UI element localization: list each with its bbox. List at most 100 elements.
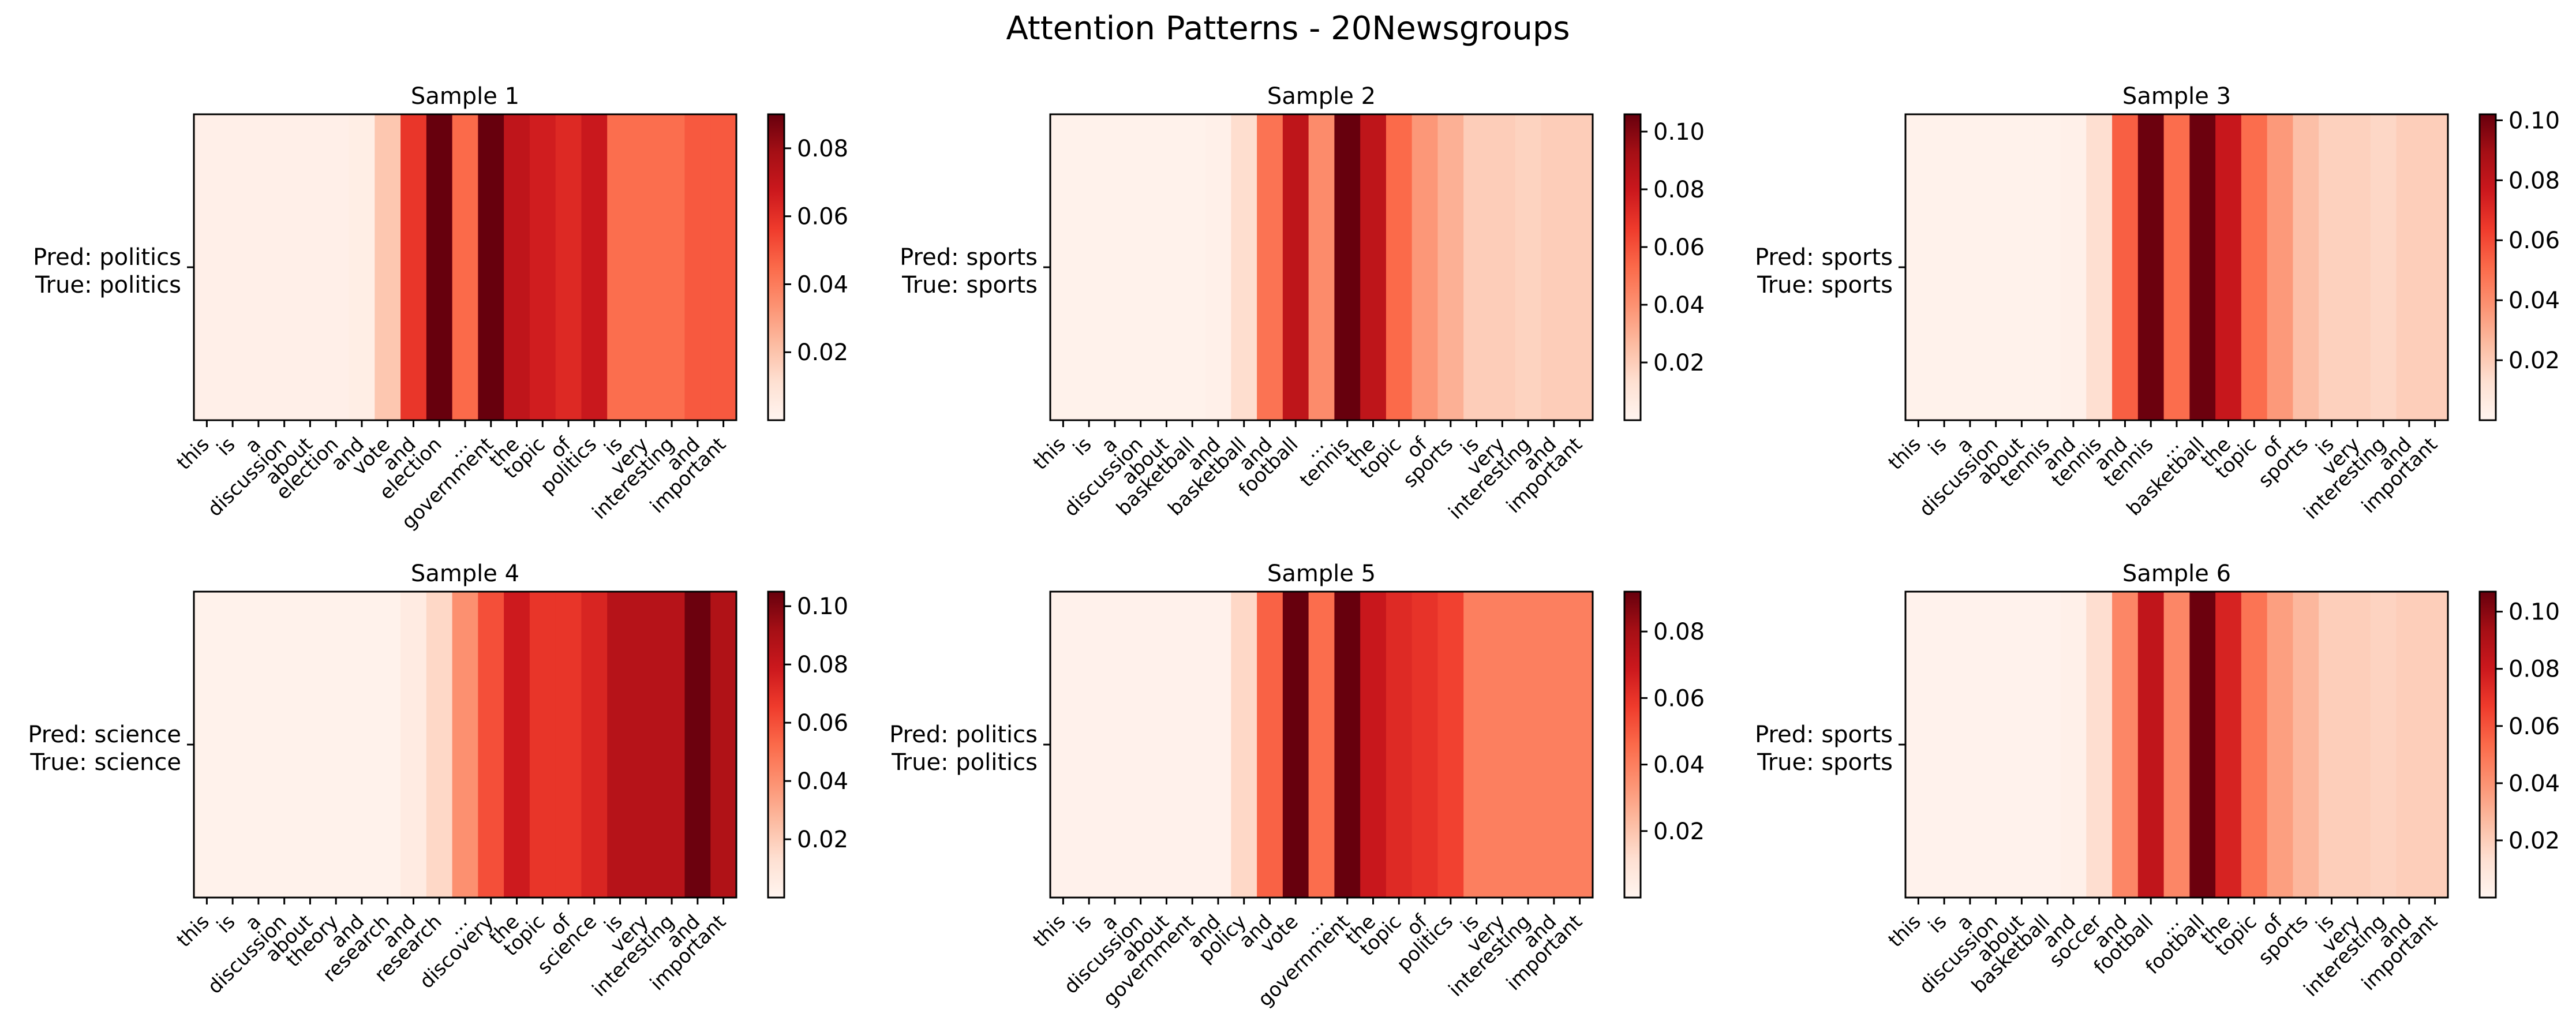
heatmap-cell xyxy=(658,592,686,898)
colorbar-tick-label: 0.02 xyxy=(1653,818,1705,845)
heatmap-cell xyxy=(271,592,298,898)
heatmap-cell xyxy=(607,114,634,420)
heatmap-cell xyxy=(1205,114,1231,420)
heatmap-cell xyxy=(2422,114,2448,420)
heatmap-cell xyxy=(2267,592,2294,898)
heatmap-cell xyxy=(1128,592,1154,898)
heatmap-cell xyxy=(2241,114,2268,420)
heatmap-cell xyxy=(1931,592,1958,898)
heatmap-cell xyxy=(555,114,582,420)
heatmap-cell xyxy=(2009,114,2035,420)
heatmap-cell xyxy=(1360,114,1387,420)
heatmap-cell xyxy=(323,114,350,420)
colorbar-tick-label: 0.08 xyxy=(1653,619,1705,645)
heatmap-cell xyxy=(710,114,737,420)
colorbar-tick-label: 0.04 xyxy=(2508,287,2560,314)
colorbar xyxy=(2478,590,2497,899)
y-tick-label: Pred: science xyxy=(28,722,181,748)
colorbar-tick-label: 0.06 xyxy=(1653,685,1705,712)
heatmap-cell xyxy=(1411,114,1439,420)
heatmap-cell xyxy=(1334,592,1361,898)
heatmap-cell xyxy=(1257,114,1283,420)
heatmap-cell xyxy=(452,592,478,898)
heatmap-cell xyxy=(1957,592,1983,898)
heatmap-cell xyxy=(1154,114,1180,420)
heatmap-cell xyxy=(607,592,634,898)
heatmap-cell xyxy=(1050,114,1077,420)
heatmap-cell xyxy=(2163,592,2190,898)
heatmap-cell xyxy=(1179,114,1206,420)
colorbar-tick-label: 0.04 xyxy=(1653,292,1705,319)
colorbar-tick-label: 0.02 xyxy=(2508,347,2560,374)
colorbar-tick-label: 0.08 xyxy=(1653,177,1705,203)
heatmap-cell xyxy=(2086,114,2113,420)
heatmap-cell xyxy=(529,592,556,898)
colorbar xyxy=(767,113,785,421)
heatmap-cell xyxy=(1360,592,1387,898)
heatmap-cell xyxy=(323,592,350,898)
x-tick-label: is xyxy=(1924,433,1951,460)
heatmap-cell xyxy=(2034,114,2061,420)
colorbar-tick-label: 0.02 xyxy=(2508,828,2560,854)
heatmap-cell xyxy=(1231,592,1257,898)
heatmap-cell xyxy=(504,592,530,898)
heatmap-cell xyxy=(297,592,324,898)
colorbar-tick-label: 0.10 xyxy=(1653,119,1705,145)
heatmap-cell xyxy=(400,592,427,898)
colorbar-tick-label: 0.06 xyxy=(1653,234,1705,261)
heatmap-cell xyxy=(504,114,530,420)
colorbar xyxy=(2478,113,2497,421)
colorbar-tick-label: 0.10 xyxy=(2508,107,2560,134)
heatmap-cell xyxy=(2189,114,2216,420)
heatmap-cell xyxy=(478,114,504,420)
colorbar-tick-label: 0.02 xyxy=(797,827,848,853)
heatmap-cell xyxy=(1463,592,1490,898)
heatmap-cell xyxy=(555,592,582,898)
heatmap-cell xyxy=(2344,592,2371,898)
heatmap-cell xyxy=(2034,592,2061,898)
panel-title: Sample 3 xyxy=(2122,83,2231,110)
heatmap-cell xyxy=(2422,592,2448,898)
heatmap-cell xyxy=(2370,114,2397,420)
heatmap-cell xyxy=(684,114,711,420)
heatmap-cell xyxy=(1282,592,1309,898)
heatmap-cell xyxy=(1205,592,1231,898)
x-tick-label: is xyxy=(1924,910,1951,937)
panel-title: Sample 2 xyxy=(1267,83,1376,110)
heatmap-cell xyxy=(2396,114,2423,420)
heatmap-cell xyxy=(1282,114,1309,420)
colorbar-tick-label: 0.06 xyxy=(2508,713,2560,740)
heatmap-cell xyxy=(219,592,246,898)
y-tick-label: True: sports xyxy=(1757,749,1893,776)
figure-title: Attention Patterns - 20Newsgroups xyxy=(1006,10,1570,47)
heatmap-cell xyxy=(2267,114,2294,420)
y-tick-label: True: politics xyxy=(35,272,181,298)
x-tick-label: this xyxy=(173,433,214,474)
heatmap-cell xyxy=(1386,114,1413,420)
x-tick-label: this xyxy=(1884,433,1926,474)
heatmap-cell xyxy=(1050,592,1077,898)
heatmap-cell xyxy=(194,592,220,898)
x-tick-label: this xyxy=(1029,433,1070,474)
heatmap-cell xyxy=(2396,592,2423,898)
heatmap-cell xyxy=(1957,114,1983,420)
colorbar-tick-label: 0.04 xyxy=(2508,771,2560,797)
heatmap-cell xyxy=(1231,114,1257,420)
y-tick-label: Pred: sports xyxy=(1755,722,1893,748)
heatmap-cell xyxy=(219,114,246,420)
heatmap-cell xyxy=(2163,114,2190,420)
heatmap-cell xyxy=(1102,592,1128,898)
heatmap-cell xyxy=(2319,114,2345,420)
colorbar-tick-label: 0.06 xyxy=(2508,227,2560,254)
heatmap-cell xyxy=(2241,592,2268,898)
heatmap-cell xyxy=(400,114,427,420)
colorbar-tick-label: 0.06 xyxy=(797,204,848,230)
heatmap-cell xyxy=(2215,592,2242,898)
x-tick-label: is xyxy=(212,433,239,460)
heatmap-cell xyxy=(349,114,375,420)
heatmap-cell xyxy=(1541,114,1567,420)
colorbar xyxy=(1623,113,1642,421)
y-tick-label: True: politics xyxy=(891,749,1038,776)
